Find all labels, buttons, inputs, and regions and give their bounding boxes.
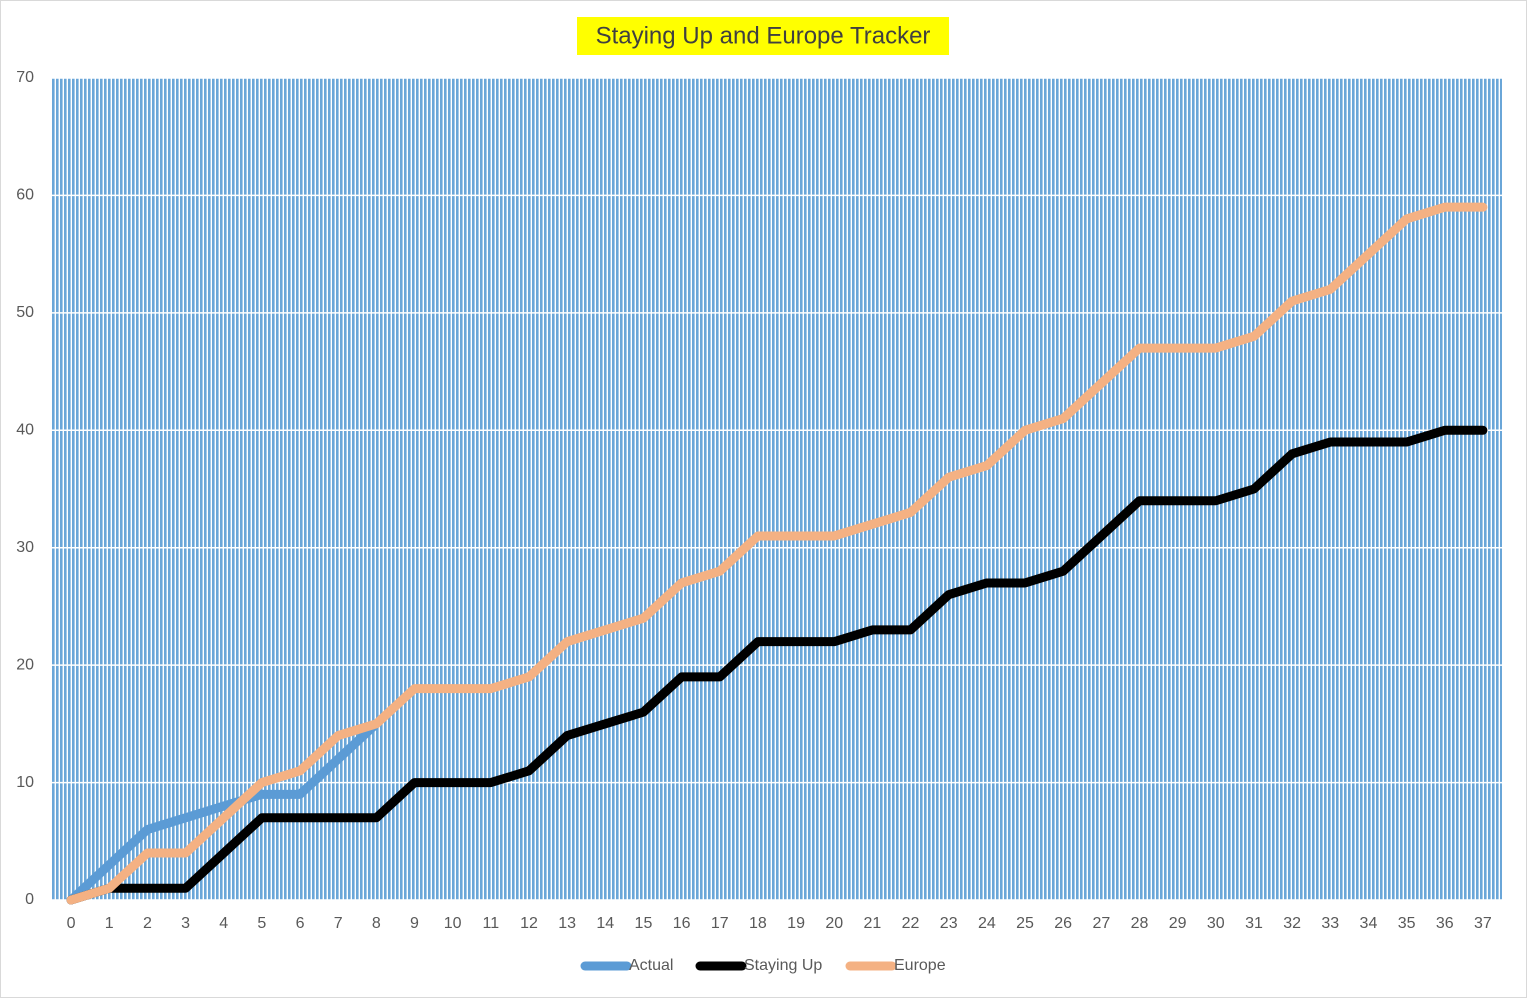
x-tick-label: 11 bbox=[483, 915, 500, 932]
x-tick-label: 27 bbox=[1092, 915, 1110, 932]
x-tick-label: 6 bbox=[296, 915, 305, 932]
x-tick-label: 13 bbox=[558, 915, 576, 932]
x-tick-label: 8 bbox=[372, 915, 381, 932]
y-tick-label: 70 bbox=[16, 69, 34, 86]
y-tick-label: 50 bbox=[16, 304, 34, 321]
x-tick-label: 2 bbox=[143, 915, 152, 932]
legend-label: Europe bbox=[894, 957, 946, 974]
x-tick-label: 7 bbox=[334, 915, 343, 932]
x-tick-label: 33 bbox=[1321, 915, 1339, 932]
x-tick-label: 29 bbox=[1169, 915, 1187, 932]
x-tick-label: 23 bbox=[940, 915, 958, 932]
y-tick-label: 10 bbox=[16, 774, 34, 791]
x-tick-label: 9 bbox=[410, 915, 419, 932]
chart-title: Staying Up and Europe Tracker bbox=[596, 22, 931, 49]
x-tick-label: 36 bbox=[1436, 915, 1454, 932]
y-tick-label: 20 bbox=[16, 656, 34, 673]
x-tick-label: 35 bbox=[1398, 915, 1416, 932]
x-tick-label: 25 bbox=[1016, 915, 1034, 932]
x-tick-label: 15 bbox=[635, 915, 653, 932]
x-tick-label: 21 bbox=[863, 915, 881, 932]
x-tick-label: 3 bbox=[181, 915, 190, 932]
x-tick-label: 30 bbox=[1207, 915, 1225, 932]
x-tick-label: 31 bbox=[1245, 915, 1263, 932]
x-tick-label: 16 bbox=[673, 915, 691, 932]
x-tick-label: 12 bbox=[520, 915, 538, 932]
x-tick-label: 17 bbox=[711, 915, 729, 932]
x-tick-label: 1 bbox=[105, 915, 114, 932]
y-tick-label: 40 bbox=[16, 422, 34, 439]
y-tick-label: 30 bbox=[16, 539, 34, 556]
x-tick-label: 19 bbox=[787, 915, 805, 932]
x-tick-label: 20 bbox=[825, 915, 843, 932]
legend-label: Actual bbox=[629, 957, 673, 974]
legend-label: Staying Up bbox=[744, 957, 822, 974]
x-tick-label: 34 bbox=[1360, 915, 1378, 932]
series-line bbox=[66, 719, 381, 905]
x-tick-label: 26 bbox=[1054, 915, 1072, 932]
y-tick-label: 0 bbox=[25, 891, 34, 908]
x-tick-label: 0 bbox=[67, 915, 76, 932]
series-line bbox=[66, 202, 1488, 905]
series-line bbox=[66, 425, 1488, 905]
x-tick-label: 32 bbox=[1283, 915, 1301, 932]
x-tick-label: 5 bbox=[257, 915, 266, 932]
x-tick-label: 4 bbox=[219, 915, 228, 932]
x-tick-label: 18 bbox=[749, 915, 767, 932]
x-tick-label: 14 bbox=[596, 915, 614, 932]
x-tick-label: 22 bbox=[902, 915, 920, 932]
x-tick-label: 24 bbox=[978, 915, 996, 932]
x-tick-label: 28 bbox=[1131, 915, 1149, 932]
x-tick-label: 37 bbox=[1474, 915, 1492, 932]
x-tick-label: 10 bbox=[444, 915, 462, 932]
y-tick-label: 60 bbox=[16, 187, 34, 204]
title-highlight bbox=[577, 17, 949, 55]
